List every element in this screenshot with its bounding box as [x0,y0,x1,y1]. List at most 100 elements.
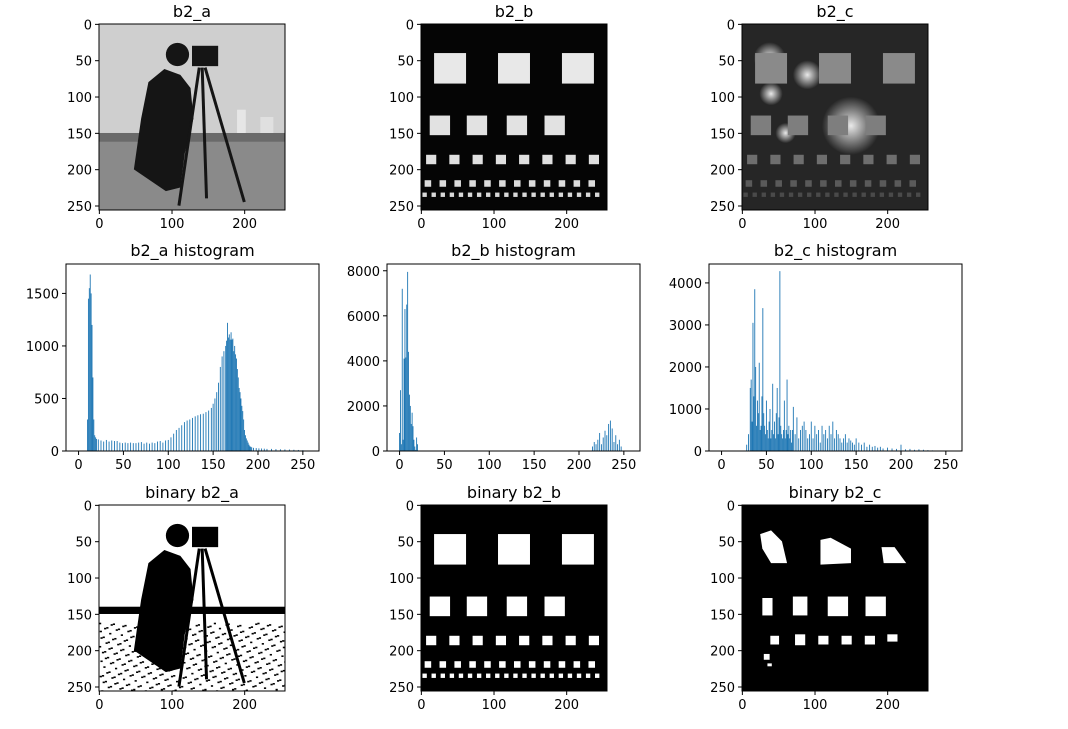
square [469,180,476,187]
y-tick-label: 100 [710,91,735,106]
ground-speckle [191,672,194,675]
histogram-bar [242,411,244,451]
histogram-bar [212,403,214,451]
histogram-bar [245,438,247,451]
ground-speckle [241,669,244,671]
histogram-bar [771,429,773,451]
ground-speckle [277,680,280,682]
histogram-bar [805,429,807,451]
histogram-bar [284,449,286,451]
x-tick-label: 200 [875,217,900,232]
square [519,635,530,646]
square [558,192,564,197]
histogram-bar [756,400,758,451]
histogram-bar [111,440,113,451]
square [595,192,600,197]
axes-frame [420,23,608,211]
histogram-bar [192,417,193,451]
square [449,635,460,646]
y-tick-label: 50 [718,536,735,551]
ground-speckle [265,678,268,681]
ground-speckle [196,654,199,657]
histogram-bar [405,357,407,451]
square [528,661,536,668]
ground-speckle [133,650,137,652]
square [486,192,491,197]
histogram-bar [408,394,410,451]
histogram-bar [251,447,253,451]
ground-speckle [260,651,263,654]
panel-b2_b: 0 100 200 0 50 100 150 200 250 b2_b [389,2,608,232]
ground-speckle [222,686,225,689]
horizon-band [99,606,285,614]
histogram-bar [403,358,405,451]
square [558,180,566,187]
ground-speckle [209,670,212,673]
ground-speckle [256,637,259,640]
ground-speckle [182,677,185,679]
y-tick-label: 0 [727,499,735,514]
square [852,192,857,197]
ground-speckle [251,656,254,658]
histogram-bar [400,444,402,451]
ground-speckle [104,651,107,653]
ground-speckle [196,677,199,680]
histogram-bar [765,400,767,451]
histogram-bar [108,441,110,451]
histogram-bar [230,332,232,451]
panel-title: b2_b [495,2,534,22]
histogram-bar [786,379,788,451]
histogram-bar [223,351,225,451]
histogram-bar [216,392,218,451]
camera [192,45,219,67]
histogram-bar [600,444,602,451]
ground-speckle [198,630,201,633]
histogram-bar [780,425,782,451]
histogram-bar [231,339,233,451]
image-b2_b [421,24,607,210]
histogram-bar [113,441,115,451]
ground-speckle [155,683,158,686]
square [585,192,591,197]
ground-speckle [244,675,247,677]
panel-hist_b: 0 50 100 150 200 250 0 2000 4000 6000 8000 b2_b his… [347,241,641,473]
histogram-bar [606,435,608,451]
x-tick-label: 100 [803,217,828,232]
histogram-bar [87,298,89,451]
ground-speckle [245,666,248,668]
y-tick-label: 100 [67,572,92,587]
y-tick-label: 1500 [26,287,59,302]
histogram-bar [835,429,837,451]
light-spot [792,60,822,90]
y-tick-label: 50 [718,55,735,70]
ground-speckle [139,661,142,664]
histogram-bar [891,448,893,451]
ground-speckle [195,624,198,627]
ground-speckle [125,684,129,687]
histogram-bar [236,369,238,451]
tripod-leg [177,548,201,687]
blob [887,634,898,642]
building [237,109,246,133]
head [165,523,190,548]
square [820,180,827,187]
histogram-bar [866,446,868,451]
histogram-bar [87,419,88,451]
ground-speckle [100,660,103,663]
ground-speckle [104,657,108,660]
ground-speckle [151,663,154,665]
square [565,154,576,165]
histogram-bar [749,387,751,451]
histogram-bar [791,429,793,451]
ground-speckle [112,638,115,641]
ground-speckle [157,683,161,685]
ground-speckle [230,629,233,631]
histogram-bar [812,438,814,451]
histogram-bar [189,419,191,451]
ground-speckle [139,685,142,687]
ground-speckle [123,640,126,642]
y-tick-label: 250 [389,681,414,696]
x-tick-label: 200 [246,458,271,473]
ground-speckle [119,643,122,645]
ground-speckle [280,670,283,673]
